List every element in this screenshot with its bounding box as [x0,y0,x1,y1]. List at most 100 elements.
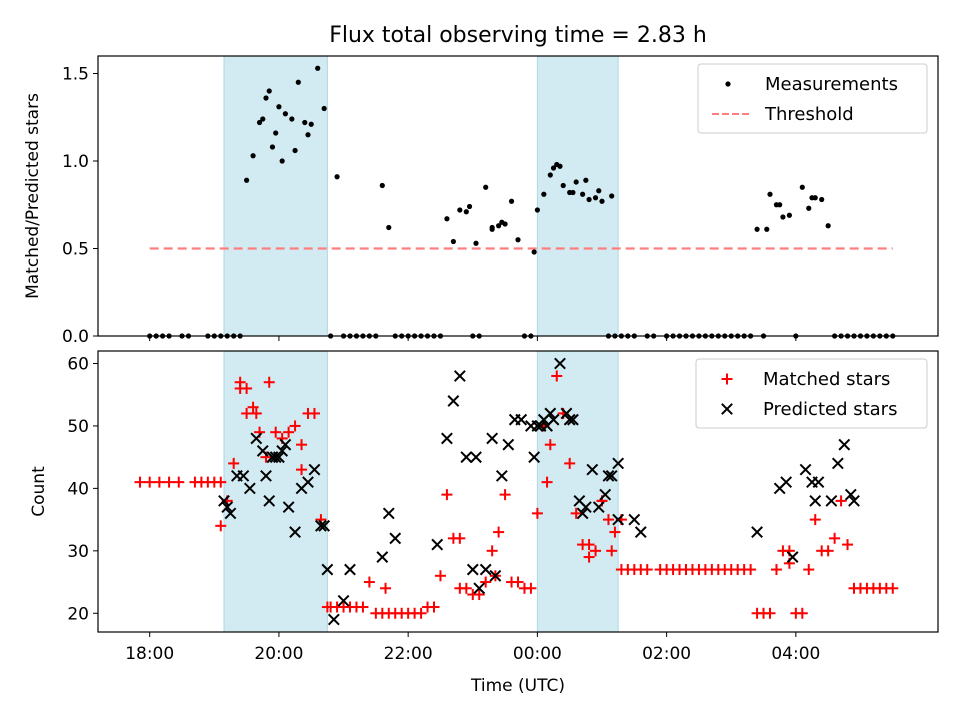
x-tick-label: 04:00 [771,644,820,664]
predicted-star-point [838,438,851,451]
matched-star-point [887,582,899,594]
measurement-point [260,116,266,122]
measurement-point [334,174,340,180]
measurement-point [592,195,599,201]
observing-window-span [536,350,619,633]
matched-star-point [454,532,466,544]
predicted-star-point [376,551,389,563]
measurement-point [483,184,489,190]
measurement-point [273,130,279,136]
matched-star-point [583,539,595,551]
predicted-star-point [279,438,292,451]
matched-star-point [809,514,821,526]
matched-star-point [564,457,576,469]
measurement-point [315,65,321,71]
predicted-star-point [224,507,237,520]
predicted-star-point-b [489,569,502,582]
measurement-point [570,189,576,196]
predicted-star-point-b [634,526,647,538]
predicted-star-point [486,432,499,445]
legend-predicted-label: Predicted stars [763,399,897,420]
predicted-star-point [544,407,557,420]
y-tick-label: 30 [67,542,89,562]
predicted-star-point [809,494,822,507]
predicted-star-point [282,501,295,514]
predicted-star-point [579,501,592,514]
matched-star-point [380,582,392,594]
x-tick-label: 18:00 [125,644,174,664]
predicted-star-point-b [473,582,486,595]
measurement-point [764,226,770,232]
matched-star-point [480,576,492,588]
top-y-axis-label: Matched/Predicted stars [23,93,43,299]
predicted-star-point [382,507,395,520]
measurement-point [586,196,592,203]
matched-star-point [842,539,854,551]
legend-cross-b [721,403,733,415]
predicted-star-point [302,476,314,489]
measurement-point [289,116,295,122]
predicted-star-point-b [844,488,857,501]
matched-star-point [486,545,498,557]
x-tick-label: 22:00 [384,644,433,664]
matched-star-point [134,476,146,488]
measurement-point [819,196,825,203]
bottom-y-axis-label: Count [29,466,49,517]
measurement-point [799,184,805,190]
predicted-star-point-b [848,494,860,507]
legend-predicted-marker [721,403,733,415]
matched-star-point [441,489,453,501]
predicted-star-point-b [479,563,492,576]
predicted-star-point [389,532,402,545]
predicted-star-point-b [279,438,292,451]
predicted-star-point [489,569,502,582]
observing-window-span [223,350,328,633]
measurement-point [489,224,495,231]
measurement-point [609,193,615,199]
matched-star-point [460,582,472,594]
predicted-star-point-b [441,432,453,445]
legend-cross [721,403,733,415]
predicted-star-point [605,469,618,482]
matched-star-point [829,532,841,544]
predicted-star-point-b [321,563,334,576]
measurement-point [780,214,786,220]
measurement-point [450,238,456,245]
predicted-star-point [344,563,356,576]
measurement-point [308,121,314,127]
predicted-star-point-b [563,413,576,426]
measurement-point [777,202,783,208]
predicted-star-point-b [289,526,301,538]
predicted-star-point-b [515,413,528,426]
measurement-point [596,188,602,194]
measurement-point [531,249,537,255]
bottom-panel-frame [97,350,939,633]
matched-star-point [499,489,511,501]
matched-star-point [544,439,556,451]
predicted-star-point-b [302,476,314,489]
measurement-point [269,144,276,150]
measurement-point [263,95,269,101]
predicted-star-point-b [605,469,618,482]
predicted-star-point-b [825,494,838,507]
measurement-point [256,119,263,126]
measurement-point [580,191,586,197]
y-tick-label: 1.0 [62,152,89,172]
predicted-star-point [431,538,444,551]
matched-star-point [296,464,308,476]
predicted-star-point [318,519,331,532]
predicted-star-point [848,494,860,507]
measurement-point [550,165,557,171]
matched-star-point [525,582,537,594]
predicted-star-point-b [250,432,263,445]
predicted-star-point-b [547,413,560,426]
predicted-star-point [751,526,763,538]
matched-star-point [770,564,782,576]
matched-star-point [173,476,185,488]
matched-star-point [241,407,253,419]
matched-star-point [308,407,320,419]
predicted-star-point-b [237,469,250,482]
matched-star-point [583,551,595,563]
predicted-star-point-b [495,469,508,482]
measurement-point [515,237,521,243]
